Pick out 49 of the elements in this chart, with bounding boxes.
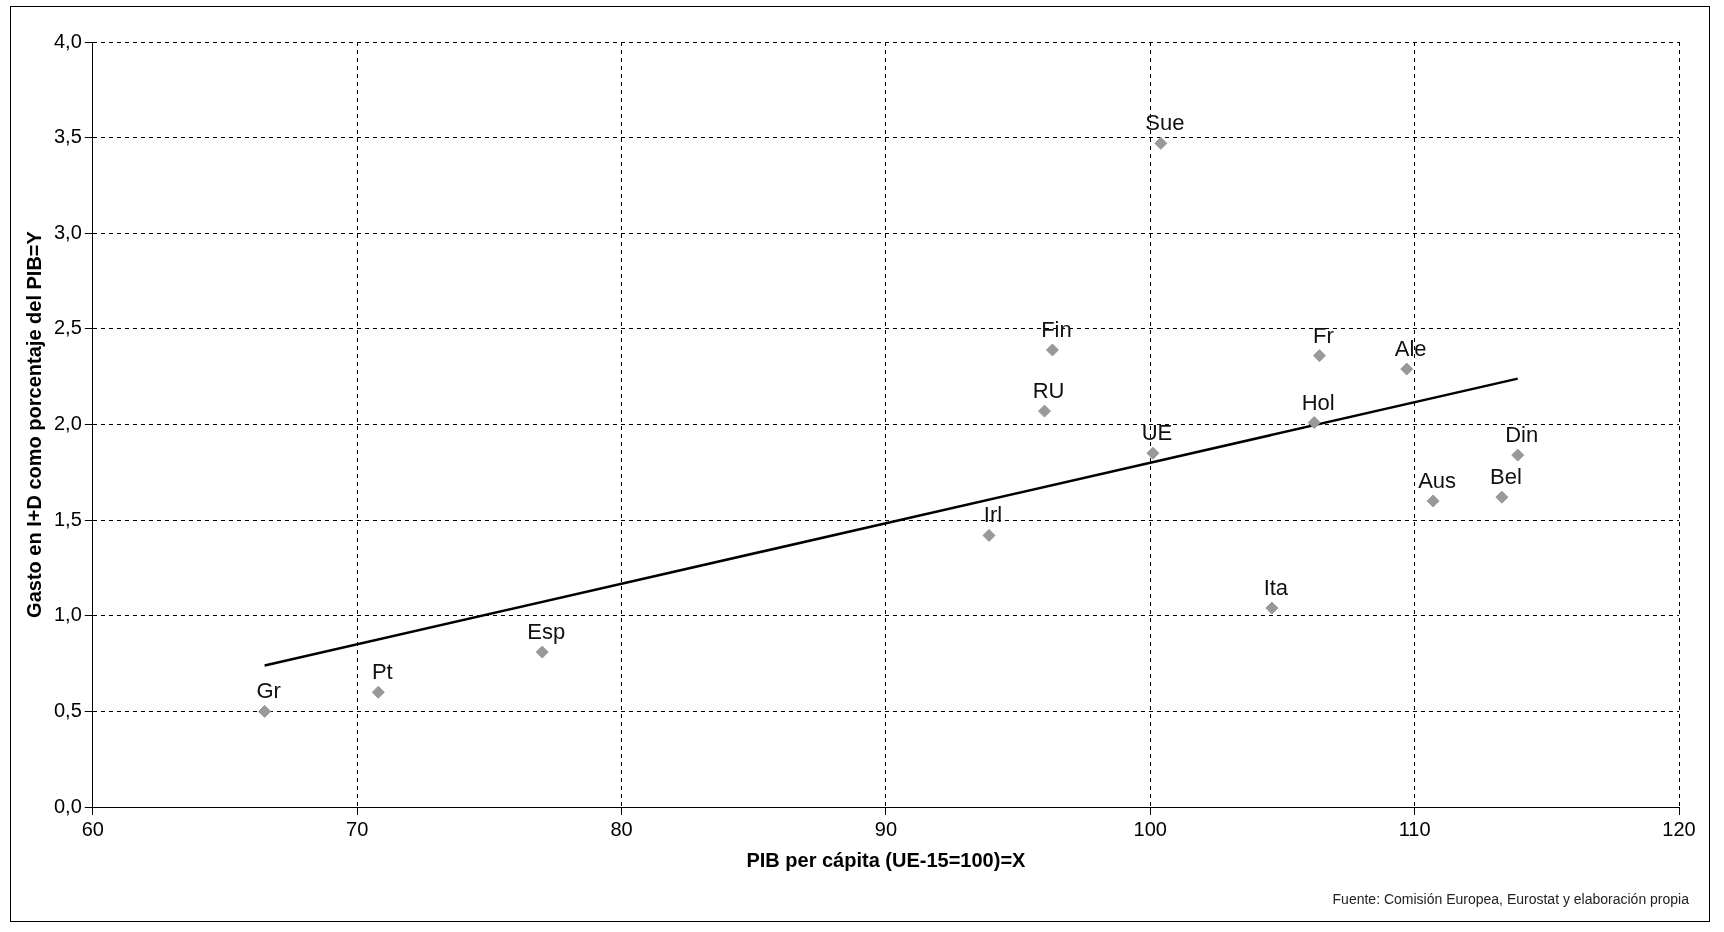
point bbox=[1307, 416, 1321, 430]
data-label: Fr bbox=[1313, 322, 1334, 348]
point bbox=[1146, 446, 1160, 460]
point bbox=[535, 645, 549, 659]
y-tick-label: 4,0 bbox=[53, 29, 82, 52]
point bbox=[1265, 601, 1279, 615]
y-tick-label: 3,5 bbox=[53, 125, 82, 148]
data-label: Aus bbox=[1418, 468, 1457, 494]
x-axis-title: PIB per cápita (UE-15=100)=X bbox=[746, 848, 1027, 871]
x-tick-label: 80 bbox=[610, 817, 633, 840]
y-tick-label: 0,5 bbox=[53, 698, 82, 721]
y-tick-label: 2,0 bbox=[53, 412, 82, 435]
data-label: Hol bbox=[1301, 389, 1335, 415]
x-tick-label: 70 bbox=[346, 817, 369, 840]
data-label: Gr bbox=[256, 678, 281, 704]
y-axis-title: Gasto en I+D como porcentaje del PIB=Y bbox=[22, 230, 45, 618]
data-label: Fin bbox=[1041, 316, 1072, 342]
point bbox=[1495, 490, 1509, 504]
x-tick-label: 120 bbox=[1662, 817, 1696, 840]
data-label: UE bbox=[1141, 420, 1173, 446]
data-label: RU bbox=[1032, 378, 1065, 404]
y-tick-label: 1,0 bbox=[53, 603, 82, 626]
point bbox=[1045, 343, 1059, 357]
data-label: Sue bbox=[1145, 110, 1185, 136]
data-label: Ita bbox=[1263, 575, 1289, 601]
y-tick-label: 1,5 bbox=[53, 507, 82, 530]
point bbox=[982, 528, 996, 542]
source-note: Fuente: Comisión Europea, Eurostat y elaboración propia bbox=[1332, 891, 1689, 907]
point bbox=[1400, 362, 1414, 376]
data-label: Bel bbox=[1489, 464, 1522, 490]
point bbox=[371, 685, 385, 699]
data-label: Pt bbox=[371, 659, 393, 685]
data-label: Irl bbox=[983, 502, 1003, 528]
x-tick-label: 90 bbox=[874, 817, 898, 840]
point bbox=[1038, 404, 1052, 418]
y-tick-label: 0,0 bbox=[53, 794, 82, 817]
x-tick-label: 110 bbox=[1398, 817, 1431, 840]
data-label: Esp bbox=[527, 619, 566, 645]
y-tick-label: 3,0 bbox=[53, 220, 82, 243]
point bbox=[1426, 494, 1440, 508]
point bbox=[1511, 448, 1525, 462]
y-tick-label: 2,5 bbox=[53, 316, 82, 339]
x-tick-label: 100 bbox=[1133, 817, 1167, 840]
point bbox=[1312, 349, 1326, 363]
point bbox=[1154, 136, 1168, 150]
data-label: Ale bbox=[1394, 336, 1427, 362]
data-label: Din bbox=[1505, 422, 1539, 448]
x-tick-label: 60 bbox=[81, 817, 104, 840]
point bbox=[258, 704, 272, 718]
